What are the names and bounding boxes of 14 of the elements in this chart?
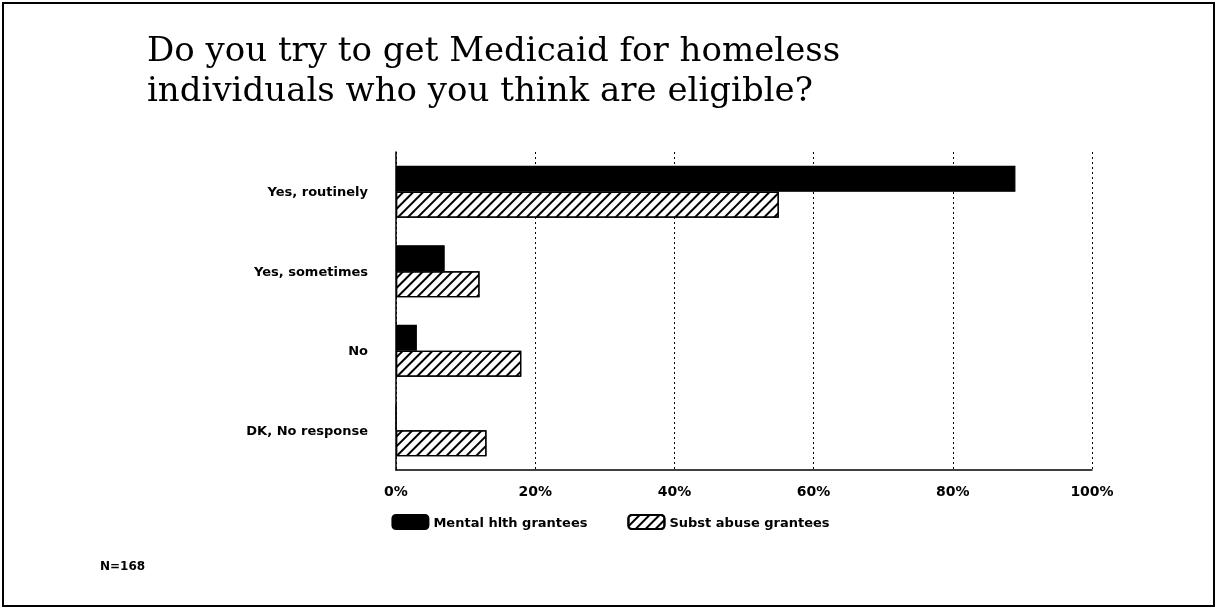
legend-label: Mental hlth grantees <box>433 514 588 530</box>
x-tick-label: 20% <box>518 483 552 499</box>
x-tick-label: 0% <box>384 483 408 499</box>
x-tick-label: 60% <box>796 483 831 499</box>
x-tick-label: 100% <box>1070 483 1114 499</box>
x-tick-label: 40% <box>657 483 692 499</box>
x-tick-label: 80% <box>936 483 970 499</box>
text: N=168 <box>100 559 146 573</box>
legend-label: Subst abuse grantees <box>669 514 830 530</box>
y-tick-label: Yes, sometimes <box>252 263 369 279</box>
y-tick-label: No <box>348 343 369 359</box>
y-tick-label: Yes, routinely <box>266 184 369 200</box>
chart-title: Do you try to get Medicaid for homeless individuals who you think are eligible? <box>147 29 841 109</box>
y-tick-label: DK, No response <box>246 422 369 438</box>
